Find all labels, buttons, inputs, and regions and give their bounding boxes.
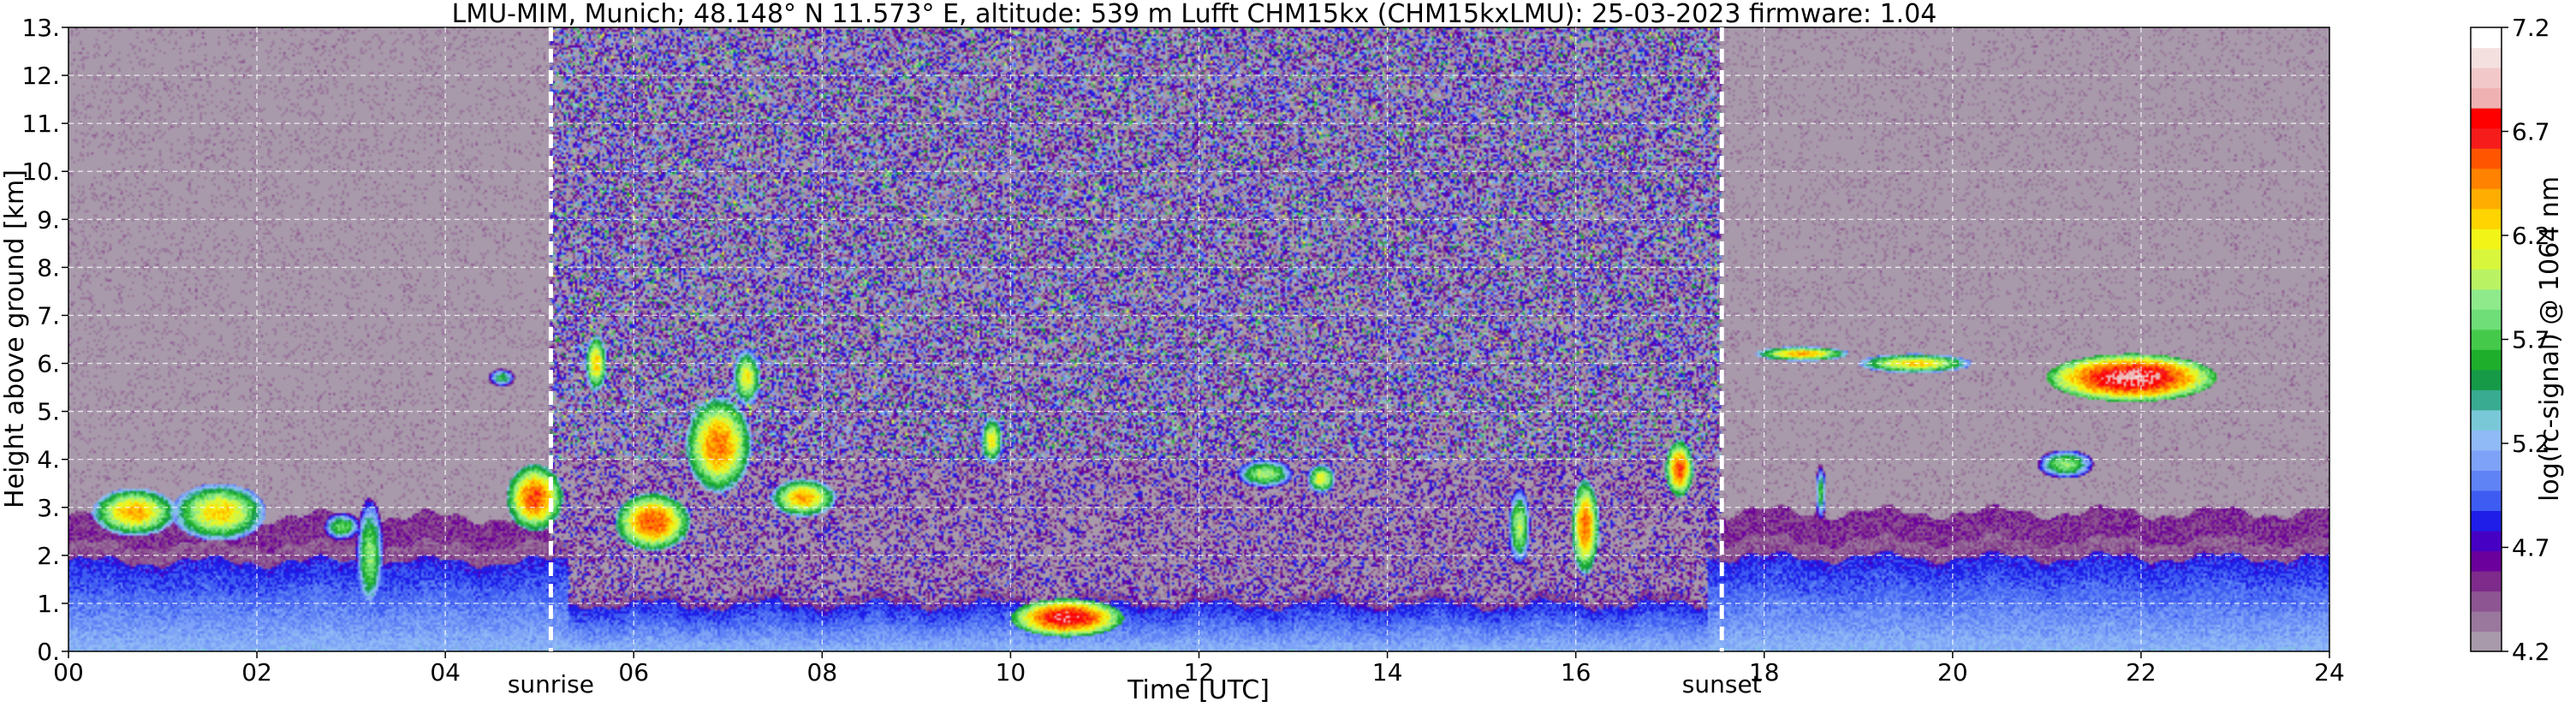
x-tick-label: 10: [996, 658, 1026, 686]
colorbar-segment: [2471, 148, 2502, 169]
colorbar-segment: [2471, 47, 2502, 68]
colorbar-segment: [2471, 591, 2502, 612]
colorbar-segment: [2471, 510, 2502, 532]
y-tick-label: 4.: [37, 446, 60, 474]
x-tick-label: 08: [807, 658, 838, 686]
sunrise-label: sunrise: [508, 670, 594, 698]
colorbar-segment: [2471, 389, 2502, 411]
colorbar-segment: [2471, 470, 2502, 491]
colorbar-segment: [2471, 430, 2502, 451]
colorbar-segment: [2471, 349, 2502, 371]
colorbar-ticks: 4.2 4.7 5.2 5.7 6.2 6.7 7.2: [2502, 14, 2550, 666]
colorbar-tick-label: 5.2: [2512, 430, 2550, 458]
y-tick-label: 6.: [37, 350, 60, 378]
colorbar-segment: [2471, 570, 2502, 592]
x-tick-label: 00: [53, 658, 84, 686]
y-tick-label: 5.: [37, 398, 60, 426]
x-tick-label: 14: [1372, 658, 1403, 686]
sunset-label: sunset: [1682, 670, 1762, 698]
x-tick-label: 16: [1561, 658, 1591, 686]
colorbar-tick-label: 6.2: [2512, 222, 2550, 250]
colorbar-segment: [2471, 329, 2502, 350]
colorbar-segment: [2471, 631, 2502, 652]
x-tick-label: 04: [430, 658, 461, 686]
x-axis-label: Time [UTC]: [1127, 675, 1270, 705]
colorbar-segment: [2471, 309, 2502, 330]
colorbar-segment: [2471, 288, 2502, 310]
colorbar-segment: [2471, 168, 2502, 189]
colorbar-segment: [2471, 128, 2502, 149]
colorbar-label: log(rc-signal) @ 1064 nm: [2535, 176, 2565, 502]
y-tick-label: 12.: [21, 62, 60, 90]
colorbar-tick-label: 6.7: [2512, 118, 2550, 146]
colorbar-tick-label: 4.7: [2512, 534, 2550, 562]
y-axis-label: Height above ground [km]: [0, 169, 30, 508]
x-tick-label: 22: [2126, 658, 2157, 686]
colorbar-tick-label: 5.7: [2512, 326, 2550, 354]
colorbar-segment: [2471, 87, 2502, 109]
y-tick-label: 13.: [21, 14, 60, 42]
colorbar-tick-label: 4.2: [2512, 638, 2550, 666]
y-tick-label: 11.: [21, 110, 60, 138]
colorbar-segment: [2471, 550, 2502, 572]
x-tick-label: 06: [618, 658, 649, 686]
colorbar-tick-label: 7.2: [2512, 14, 2550, 42]
y-tick-label: 0.: [37, 638, 60, 666]
y-tick-label: 1.: [37, 590, 60, 618]
colorbar-segment: [2471, 610, 2502, 633]
colorbar-segment: [2471, 449, 2502, 471]
y-tick-label: 10.: [21, 157, 60, 186]
grid-lines: [68, 27, 2329, 651]
colorbar-segment: [2471, 409, 2502, 431]
x-tick-label: 20: [1937, 658, 1968, 686]
colorbar-segment: [2471, 530, 2502, 552]
y-tick-label: 2.: [37, 542, 60, 570]
colorbar-segment: [2471, 108, 2502, 129]
sun-markers: sunrise sunset: [508, 27, 1762, 698]
x-axis: 00 02 04 06 08 10 12 14 16 18 20 22 24: [53, 651, 2345, 686]
colorbar-segment: [2471, 229, 2502, 250]
x-tick-label: 18: [1749, 658, 1780, 686]
y-tick-label: 9.: [37, 205, 60, 234]
y-tick-label: 3.: [37, 494, 60, 522]
colorbar-segment: [2471, 269, 2502, 290]
colorbar-segment: [2471, 490, 2502, 511]
colorbar-segment: [2471, 208, 2502, 229]
x-tick-label: 24: [2314, 658, 2345, 686]
chart-title: LMU-MIM, Munich; 48.148° N 11.573° E, al…: [452, 0, 1937, 29]
x-tick-label: 12: [1184, 658, 1215, 686]
colorbar-segment: [2471, 248, 2502, 270]
y-tick-label: 8.: [37, 253, 60, 282]
x-tick-label: 02: [241, 658, 272, 686]
colorbar: [2470, 27, 2502, 652]
colorbar-segment: [2471, 369, 2502, 390]
colorbar-segment: [2471, 27, 2502, 49]
y-tick-label: 7.: [37, 301, 60, 330]
colorbar-segment: [2471, 188, 2502, 210]
colorbar-segment: [2471, 68, 2502, 89]
y-axis: 0. 1. 2. 3. 4. 5. 6. 7. 8. 9. 10. 11. 12. 13.: [21, 14, 68, 666]
